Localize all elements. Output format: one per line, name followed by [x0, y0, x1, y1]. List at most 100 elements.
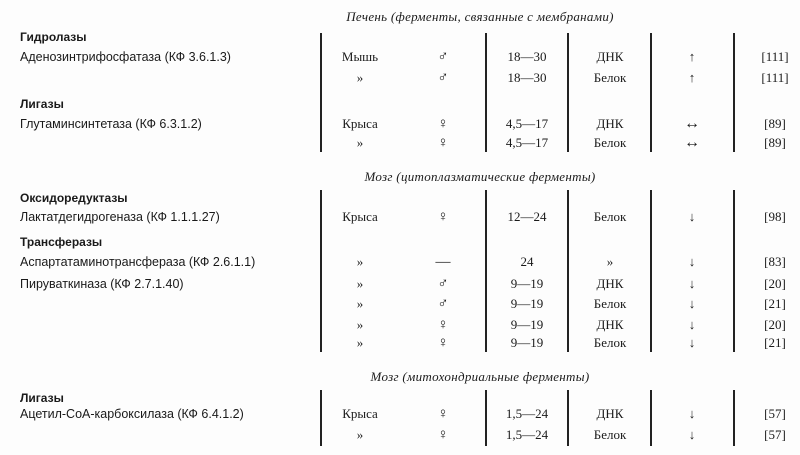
column-divider	[650, 190, 652, 352]
material-cell: ДНК	[596, 276, 624, 291]
species-cell: »	[356, 70, 364, 85]
enzyme-class-heading: Трансферазы	[20, 235, 103, 249]
column-divider	[733, 33, 735, 152]
material-cell: Белок	[593, 296, 627, 311]
enzyme-name: Аденозинтрифосфатаза (КФ 3.6.1.3)	[20, 50, 231, 64]
sex-cell: ♂	[437, 49, 449, 65]
material-cell: ДНК	[596, 49, 624, 64]
age-cell: 1,5—24	[505, 427, 549, 442]
reference-cell: [21]	[764, 335, 786, 350]
enzyme-name: Ацетил-СоА-карбоксилаза (КФ 6.4.1.2)	[20, 407, 244, 421]
section-title: Мозг (митохондриальные ферменты)	[370, 369, 590, 384]
sex-cell: ♀	[437, 406, 449, 422]
species-cell: »	[356, 276, 364, 291]
change-cell: ↑	[688, 70, 696, 85]
enzyme-class-heading: Гидролазы	[20, 30, 87, 44]
change-cell: ↓	[688, 254, 696, 269]
reference-cell: [83]	[764, 254, 786, 269]
age-cell: 9—19	[510, 276, 544, 291]
reference-cell: [98]	[764, 209, 786, 224]
sex-cell: ♀	[437, 335, 449, 351]
sex-cell: ♂	[437, 296, 449, 312]
species-cell: »	[356, 254, 364, 269]
material-cell: Белок	[593, 70, 627, 85]
enzyme-name: Аспартатаминотрансфераза (КФ 2.6.1.1)	[20, 255, 256, 269]
material-cell: ДНК	[596, 116, 624, 131]
age-cell: 4,5—17	[505, 135, 549, 150]
species-cell: Крыса	[342, 209, 378, 224]
species-cell: »	[356, 427, 364, 442]
sex-cell: —	[435, 254, 451, 270]
change-cell: ↓	[688, 276, 696, 291]
reference-cell: [20]	[764, 276, 786, 291]
reference-cell: [57]	[764, 427, 786, 442]
sex-cell: ♂	[437, 70, 449, 86]
reference-cell: [89]	[764, 116, 786, 131]
reference-cell: [111]	[761, 70, 789, 85]
sex-cell: ♀	[437, 116, 449, 132]
age-cell: 9—19	[510, 317, 544, 332]
sex-cell: ♀	[437, 317, 449, 333]
species-cell: »	[356, 335, 364, 350]
enzyme-class-heading: Оксидоредуктазы	[20, 191, 128, 205]
column-divider	[485, 390, 487, 446]
section-title: Печень (ферменты, связанные с мембранами…	[346, 9, 614, 24]
column-divider	[567, 190, 569, 352]
species-cell: Мышь	[341, 49, 379, 64]
species-cell: Крыса	[342, 406, 378, 421]
reference-cell: [57]	[764, 406, 786, 421]
column-divider	[650, 33, 652, 152]
species-cell: »	[356, 135, 364, 150]
reference-cell: [111]	[761, 49, 789, 64]
sex-cell: ♀	[437, 209, 449, 225]
column-divider	[320, 390, 322, 446]
enzyme-name: Лактатдегидрогеназа (КФ 1.1.1.27)	[20, 210, 220, 224]
material-cell: »	[606, 254, 614, 269]
change-cell: ↓	[688, 406, 696, 421]
enzyme-name: Пируваткиназа (КФ 2.7.1.40)	[20, 277, 184, 291]
column-divider	[567, 390, 569, 446]
change-cell: ↔	[684, 115, 700, 132]
sex-cell: ♀	[437, 135, 449, 151]
age-cell: 24	[520, 254, 534, 269]
change-cell: ↓	[688, 296, 696, 311]
material-cell: Белок	[593, 209, 627, 224]
enzyme-class-heading: Лигазы	[20, 391, 64, 405]
age-cell: 18—30	[507, 49, 547, 64]
column-divider	[733, 390, 735, 446]
column-divider	[320, 190, 322, 352]
change-cell: ↓	[688, 209, 696, 224]
change-cell: ↓	[688, 427, 696, 442]
age-cell: 4,5—17	[505, 116, 549, 131]
material-cell: Белок	[593, 427, 627, 442]
column-divider	[733, 190, 735, 352]
sex-cell: ♂	[437, 276, 449, 292]
age-cell: 12—24	[507, 209, 547, 224]
column-divider	[567, 33, 569, 152]
reference-cell: [89]	[764, 135, 786, 150]
change-cell: ↑	[688, 49, 696, 64]
column-divider	[650, 390, 652, 446]
section-title: Мозг (цитоплазматические ферменты)	[364, 169, 596, 184]
reference-cell: [20]	[764, 317, 786, 332]
enzyme-name: Глутаминсинтетаза (КФ 6.3.1.2)	[20, 117, 202, 131]
material-cell: Белок	[593, 135, 627, 150]
age-cell: 18—30	[507, 70, 547, 85]
species-cell: »	[356, 317, 364, 332]
material-cell: Белок	[593, 335, 627, 350]
material-cell: ДНК	[596, 406, 624, 421]
enzyme-class-heading: Лигазы	[20, 97, 64, 111]
column-divider	[320, 33, 322, 152]
column-divider	[485, 33, 487, 152]
age-cell: 9—19	[510, 335, 544, 350]
change-cell: ↓	[688, 335, 696, 350]
species-cell: Крыса	[342, 116, 378, 131]
column-divider	[485, 190, 487, 352]
age-cell: 9—19	[510, 296, 544, 311]
species-cell: »	[356, 296, 364, 311]
change-cell: ↓	[688, 317, 696, 332]
change-cell: ↔	[684, 134, 700, 151]
age-cell: 1,5—24	[505, 406, 549, 421]
sex-cell: ♀	[437, 427, 449, 443]
